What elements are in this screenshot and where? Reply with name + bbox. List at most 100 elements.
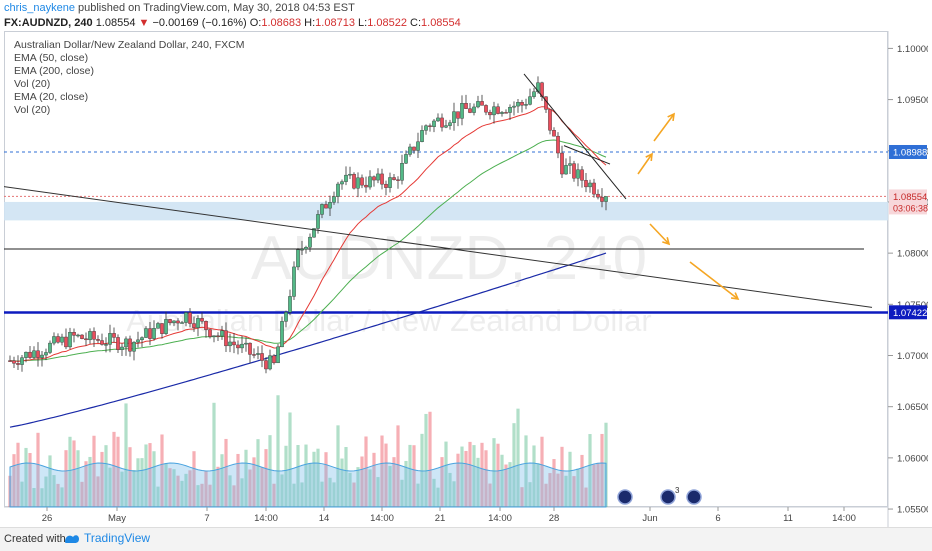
descending-trend-line (3, 186, 873, 308)
price-label-last-countdown: 03:06:38 (893, 203, 928, 213)
candle-body (548, 109, 552, 131)
volume-bar (192, 451, 196, 507)
volume-bar (300, 482, 304, 507)
support-zone (4, 201, 888, 221)
x-tick-label: May (108, 513, 126, 524)
symbol-label: FX:AUDNZD, 240 (4, 17, 93, 29)
candle-body (352, 173, 356, 189)
candle-body (392, 177, 396, 180)
volume-bar (84, 461, 88, 507)
legend-item[interactable]: EMA (200, close) (14, 65, 94, 77)
candle-body (84, 338, 88, 341)
candle-body (140, 337, 144, 341)
candle-body (328, 202, 332, 209)
y-tick-label: 1.06000 (897, 453, 928, 464)
candle-body (592, 182, 596, 195)
volume-bar (484, 450, 488, 507)
volume-bar (496, 443, 500, 507)
volume-bar (452, 481, 456, 507)
candle-body (244, 342, 248, 345)
legend-item[interactable]: EMA (20, close) (14, 91, 89, 103)
candle-body (268, 355, 272, 370)
x-tick-label: 6 (715, 513, 720, 524)
volume-bar (136, 458, 140, 507)
candle-body (240, 343, 244, 349)
volume-bar (520, 487, 524, 507)
volume-bar (40, 488, 44, 507)
legend-item[interactable]: EMA (50, close) (14, 52, 89, 64)
candle-body (416, 141, 420, 151)
volume-bar (464, 450, 468, 507)
candle-body (72, 332, 76, 336)
volume-bar (76, 450, 80, 507)
event-flag-icon[interactable] (686, 489, 702, 505)
volume-bar (52, 475, 56, 507)
candle-body (456, 111, 460, 119)
volume-bar (376, 477, 380, 507)
candle-body (216, 335, 220, 337)
candle-body (76, 334, 80, 337)
legend-item[interactable]: Vol (20) (14, 78, 51, 90)
candle-body (324, 204, 328, 209)
chart-area[interactable]: AUDNZD, 240 Australian Dollar / New Zeala… (3, 31, 931, 527)
volume-bar (576, 468, 580, 507)
volume-bar (216, 466, 220, 507)
x-tick-label: Jun (642, 513, 657, 524)
volume-bar (80, 481, 84, 507)
volume-bar (396, 425, 400, 507)
volume-bar (360, 456, 364, 507)
candle-body (516, 102, 520, 107)
candle-body (360, 177, 364, 186)
candle-body (524, 104, 528, 106)
close-value: 1.08554 (421, 17, 461, 29)
volume-bar (108, 467, 112, 507)
candle-body (176, 320, 180, 324)
legend-title: Australian Dollar/New Zealand Dollar, 24… (14, 39, 245, 51)
candle-body (136, 339, 140, 343)
candle-body (564, 165, 568, 175)
volume-bar (548, 473, 552, 507)
candle-body (48, 342, 52, 353)
volume-bar (16, 442, 20, 507)
candle-body (532, 91, 536, 97)
y-tick-label: 1.08000 (897, 249, 928, 260)
event-flag-icon[interactable] (617, 489, 633, 505)
volume-bar (140, 458, 144, 507)
volume-bar (424, 413, 428, 507)
volume-bar (184, 473, 188, 507)
short-trend-line-2 (563, 145, 611, 165)
price-label-resistance: 1.08988 (893, 147, 927, 158)
volume-bar (208, 484, 212, 507)
volume-bar (116, 436, 120, 507)
volume-bar (488, 483, 492, 507)
volume-bar (580, 454, 584, 507)
event-count: 3 (675, 486, 680, 495)
volume-bar (132, 470, 136, 507)
volume-bar (164, 463, 168, 507)
candle-body (376, 173, 380, 181)
watermark-symbol: AUDNZD, 240 (251, 224, 647, 293)
volume-bar (476, 457, 480, 507)
tradingview-brand[interactable]: TradingView (64, 531, 150, 545)
volume-bar (36, 432, 40, 507)
author-link[interactable]: chris_naykene (4, 2, 75, 14)
volume-bar (364, 436, 368, 507)
event-flag-icon[interactable] (660, 489, 676, 505)
volume-bar (64, 450, 68, 507)
candle-body (500, 112, 504, 114)
volume-bar (568, 451, 572, 507)
candle-body (304, 247, 308, 250)
candle-body (184, 312, 188, 323)
candle-body (476, 101, 480, 108)
change-value: −0.00169 (−0.16%) (152, 17, 247, 29)
price-chart[interactable]: AUDNZD, 240 Australian Dollar / New Zeala… (3, 31, 931, 527)
volume-bar (460, 446, 464, 507)
candle-body (556, 135, 560, 154)
candle-body (20, 357, 24, 365)
volume-bar (372, 452, 376, 507)
candle-body (312, 228, 316, 238)
candle-body (116, 337, 120, 350)
x-tick-label: 7 (204, 513, 209, 524)
legend-item[interactable]: Vol (20) (14, 104, 51, 116)
candle-body (168, 319, 172, 324)
